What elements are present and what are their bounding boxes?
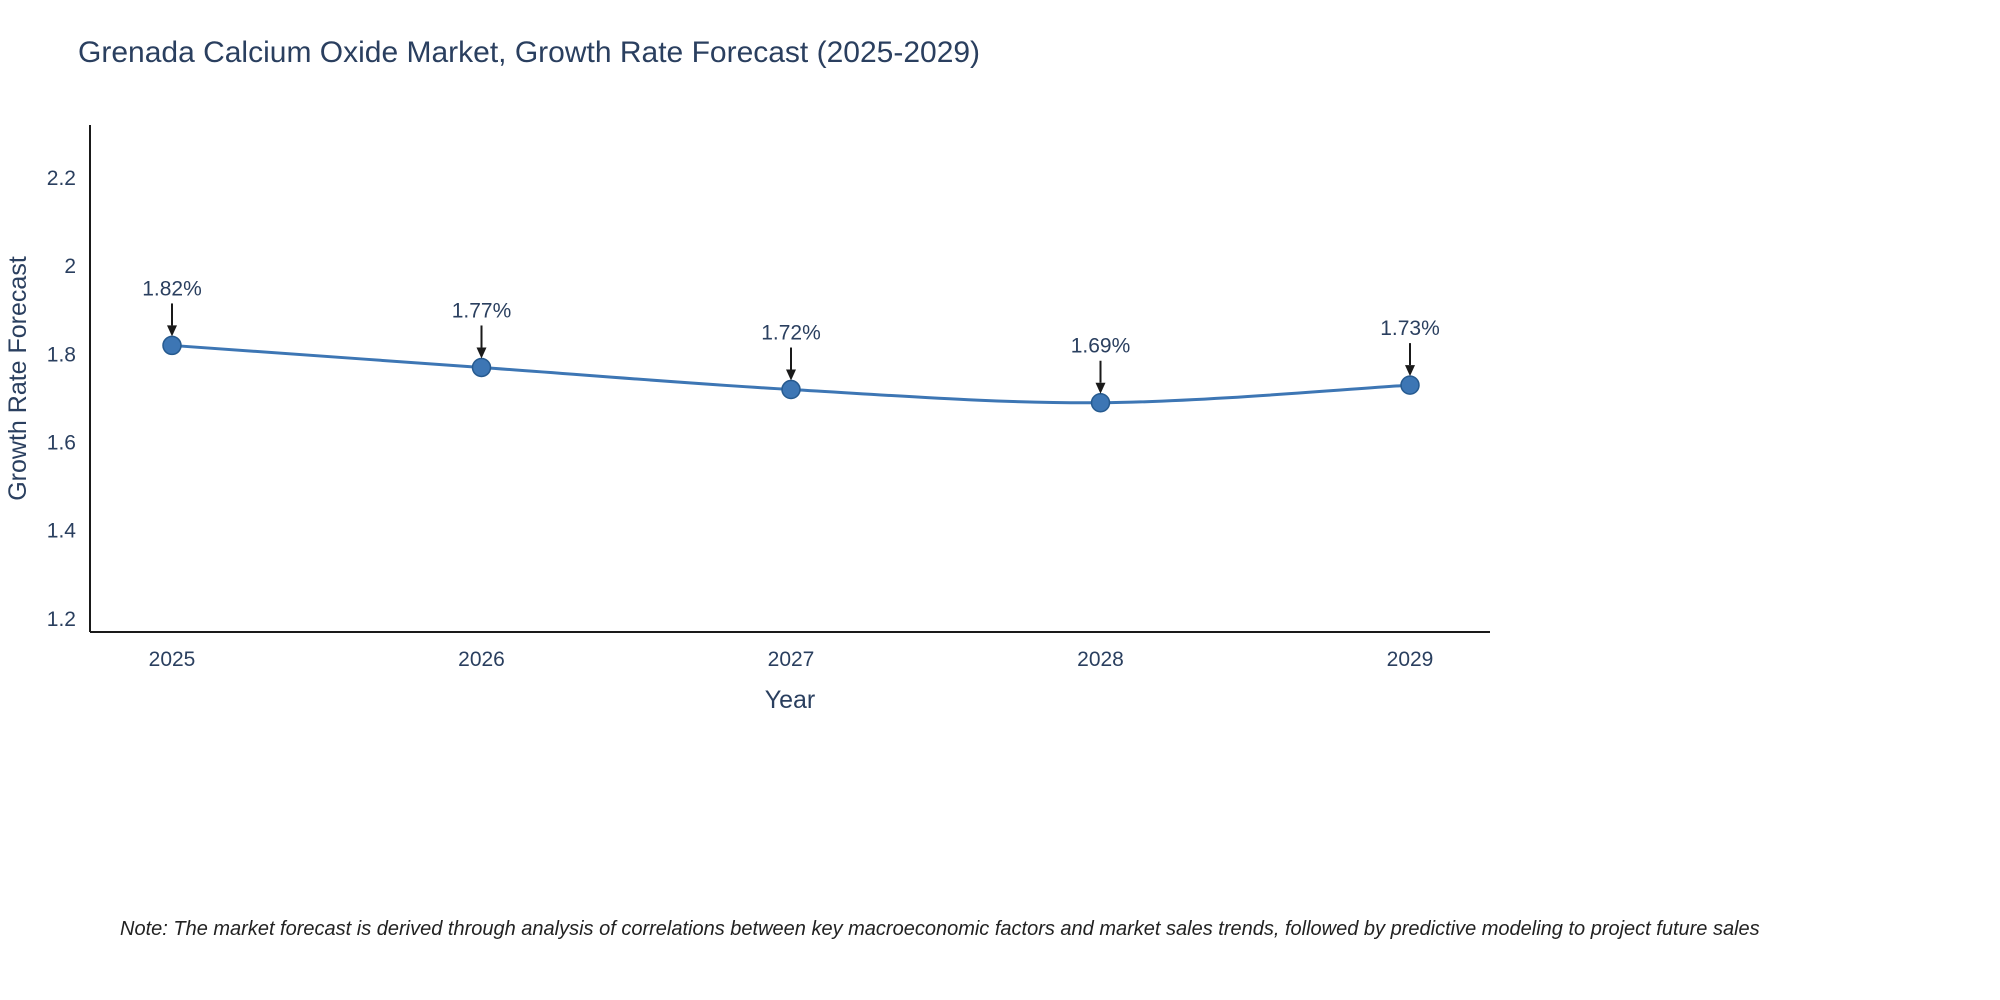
- data-point-2029: [1400, 375, 1420, 395]
- x-tick-label: 2029: [1387, 648, 1434, 671]
- data-point-2027: [781, 379, 801, 400]
- data-point-2028: [1090, 392, 1111, 413]
- chart-title: Grenada Calcium Oxide Market, Growth Rat…: [78, 36, 981, 69]
- x-tick-label: 2027: [768, 648, 815, 671]
- annotation-label: 1.73%: [1380, 317, 1440, 340]
- annotation-arrowhead: [1095, 382, 1106, 394]
- data-point-2026: [471, 357, 492, 378]
- annotation-arrowhead: [1405, 365, 1415, 377]
- annotation-arrowhead: [786, 369, 796, 381]
- y-tick-label: 1.2: [47, 608, 76, 631]
- x-axis-title: Year: [765, 686, 816, 714]
- annotation-label: 1.77%: [452, 299, 512, 322]
- x-tick-label: 2026: [458, 648, 505, 671]
- x-tick-label: 2025: [149, 648, 196, 671]
- annotation-label: 1.69%: [1071, 335, 1131, 358]
- annotation-arrowhead: [476, 347, 487, 359]
- y-tick-label: 2: [64, 255, 76, 278]
- y-tick-label: 1.4: [47, 520, 77, 543]
- data-point-2025: [162, 335, 182, 356]
- y-tick-label: 1.8: [47, 343, 76, 366]
- annotation-arrowhead: [167, 325, 177, 337]
- annotation-label: 1.72%: [761, 322, 821, 345]
- y-axis-title: Growth Rate Forecast: [4, 256, 32, 501]
- footnote: Note: The market forecast is derived thr…: [120, 918, 1760, 940]
- y-tick-label: 1.6: [47, 431, 76, 454]
- annotation-label: 1.82%: [142, 277, 202, 300]
- x-tick-label: 2028: [1077, 648, 1124, 671]
- y-tick-label: 2.2: [47, 167, 76, 190]
